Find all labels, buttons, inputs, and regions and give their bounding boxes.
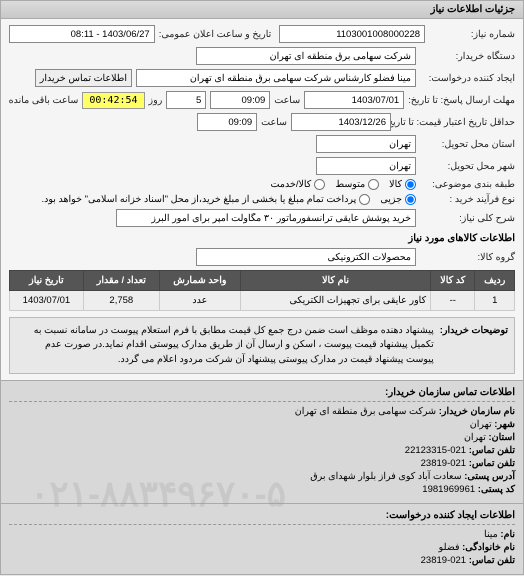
resp-time-input[interactable]: [210, 91, 270, 109]
pkg-goods-option[interactable]: کالا: [389, 179, 416, 190]
delivery-prov-label: استان محل تحویل:: [420, 139, 515, 150]
city-value: تهران: [470, 419, 492, 430]
creator-lname-value: فضلو: [439, 542, 460, 553]
col-qty: تعداد / مقدار: [83, 271, 159, 291]
city-label: شهر:: [494, 419, 515, 430]
prov-label: استان:: [488, 432, 515, 443]
pay-radio-group: جزیی پرداخت تمام مبلغ یا بخشی از مبلغ خر…: [41, 194, 416, 205]
table-header-row: ردیف کد کالا نام کالا واحد شمارش تعداد /…: [10, 271, 515, 291]
cell-unit: عدد: [159, 291, 240, 311]
pkg-radio-group: کالا متوسط کالا/خدمت: [271, 179, 416, 190]
pay-partial-option[interactable]: جزیی: [380, 194, 416, 205]
req-no-label: شماره نیاز:: [429, 29, 515, 40]
buyer-label: دستگاه خریدار:: [420, 51, 515, 62]
contact-buyer-section: اطلاعات تماس سازمان خریدار: نام سازمان خ…: [1, 380, 523, 503]
pkg-goods-radio[interactable]: [405, 179, 416, 190]
pkg-medium-radio[interactable]: [368, 179, 379, 190]
cell-date: 1403/07/01: [10, 291, 84, 311]
items-table: ردیف کد کالا نام کالا واحد شمارش تعداد /…: [9, 270, 515, 311]
contact-creator-section: اطلاعات ایجاد کننده درخواست: نام: مینا ن…: [1, 503, 523, 574]
creator-name-label: نام:: [500, 529, 515, 540]
pub-dt-input[interactable]: [9, 25, 155, 43]
resp-time-label: ساعت: [274, 95, 300, 106]
desc-label: شرح کلی نیاز:: [420, 213, 515, 224]
addr-value: سعادت آباد کوی فراز بلوار شهدای برق: [310, 471, 461, 482]
note-label: توضیحات خریدار:: [440, 324, 508, 367]
contact-info-button[interactable]: اطلاعات تماس خریدار: [35, 69, 132, 87]
pay-full-option[interactable]: پرداخت تمام مبلغ یا بخشی از مبلغ خرید،از…: [41, 194, 370, 205]
creator-lname-label: نام خانوادگی:: [462, 542, 515, 553]
fax-label: تلفن تماس:: [469, 458, 515, 469]
remain-label: ساعت باقی مانده: [9, 95, 79, 106]
org-value: شرکت سهامی برق منطقه ای تهران: [295, 406, 436, 417]
group-label: گروه کالا:: [420, 252, 515, 263]
note-text: پیشنهاد دهنده موظف است ضمن درج جمع کل قی…: [16, 324, 434, 367]
resp-date-input[interactable]: [304, 91, 404, 109]
pub-dt-label: تاریخ و ساعت اعلان عمومی:: [159, 29, 272, 40]
contact-buyer-header: اطلاعات تماس سازمان خریدار:: [9, 387, 515, 402]
creator-name-value: مینا: [484, 529, 498, 540]
validity-label: حداقل تاریخ اعتبار قیمت: تا تاریخ:: [395, 117, 515, 128]
pay-partial-radio[interactable]: [405, 194, 416, 205]
requester-input[interactable]: [136, 69, 416, 87]
cell-name: کاور عایقی برای تجهیزات الکتریکی: [241, 291, 431, 311]
form-body: شماره نیاز: تاریخ و ساعت اعلان عمومی: دس…: [1, 19, 523, 380]
zip-value: 1981969961: [422, 484, 475, 495]
col-unit: واحد شمارش: [159, 271, 240, 291]
validity-date-input[interactable]: [291, 113, 391, 131]
delivery-city-input[interactable]: [316, 157, 416, 175]
col-row: ردیف: [475, 271, 515, 291]
items-section-title: اطلاعات کالاهای مورد نیاز: [9, 233, 515, 244]
delivery-prov-input[interactable]: [316, 135, 416, 153]
desc-input[interactable]: [116, 209, 416, 227]
fax-value: 021-23819: [421, 458, 466, 469]
cell-code: --: [431, 291, 475, 311]
table-row[interactable]: 1 -- کاور عایقی برای تجهیزات الکتریکی عد…: [10, 291, 515, 311]
tel-value: 021-22123315: [405, 445, 466, 456]
col-date: تاریخ نیاز: [10, 271, 84, 291]
prov-value: تهران: [464, 432, 486, 443]
countdown-timer: 00:42:54: [82, 92, 144, 109]
req-no-input[interactable]: [279, 25, 425, 43]
col-name: نام کالا: [241, 271, 431, 291]
panel-title: جزئیات اطلاعات نیاز: [1, 1, 523, 19]
resp-deadline-label: مهلت ارسال پاسخ: تا تاریخ:: [408, 95, 515, 106]
validity-time-input[interactable]: [197, 113, 257, 131]
group-input[interactable]: [196, 248, 416, 266]
cell-row: 1: [475, 291, 515, 311]
col-code: کد کالا: [431, 271, 475, 291]
org-label: نام سازمان خریدار:: [439, 406, 515, 417]
creator-tel-label: تلفن تماس:: [469, 555, 515, 566]
creator-tel-value: 021-23819: [421, 555, 466, 566]
requester-label: ایجاد کننده درخواست:: [420, 73, 515, 84]
zip-label: کد پستی:: [478, 484, 515, 495]
pay-full-radio[interactable]: [359, 194, 370, 205]
pkg-medium-option[interactable]: متوسط: [335, 179, 379, 190]
tel-label: تلفن تماس:: [469, 445, 515, 456]
details-panel: جزئیات اطلاعات نیاز شماره نیاز: تاریخ و …: [0, 0, 524, 575]
pkg-service-radio[interactable]: [314, 179, 325, 190]
pkg-label: طبقه بندی موضوعی:: [420, 179, 515, 190]
pay-label: نوع فرآیند خرید :: [420, 194, 515, 205]
buyer-note-box: توضیحات خریدار: پیشنهاد دهنده موظف است ض…: [9, 317, 515, 374]
pkg-service-option[interactable]: کالا/خدمت: [271, 179, 326, 190]
contact-creator-header: اطلاعات ایجاد کننده درخواست:: [9, 510, 515, 525]
day-word: روز: [149, 95, 163, 106]
addr-label: آدرس پستی:: [464, 471, 515, 482]
delivery-city-label: شهر محل تحویل:: [420, 161, 515, 172]
days-remaining-input[interactable]: [166, 91, 206, 109]
cell-qty: 2,758: [83, 291, 159, 311]
buyer-input[interactable]: [196, 47, 416, 65]
validity-time-label: ساعت: [261, 117, 287, 128]
